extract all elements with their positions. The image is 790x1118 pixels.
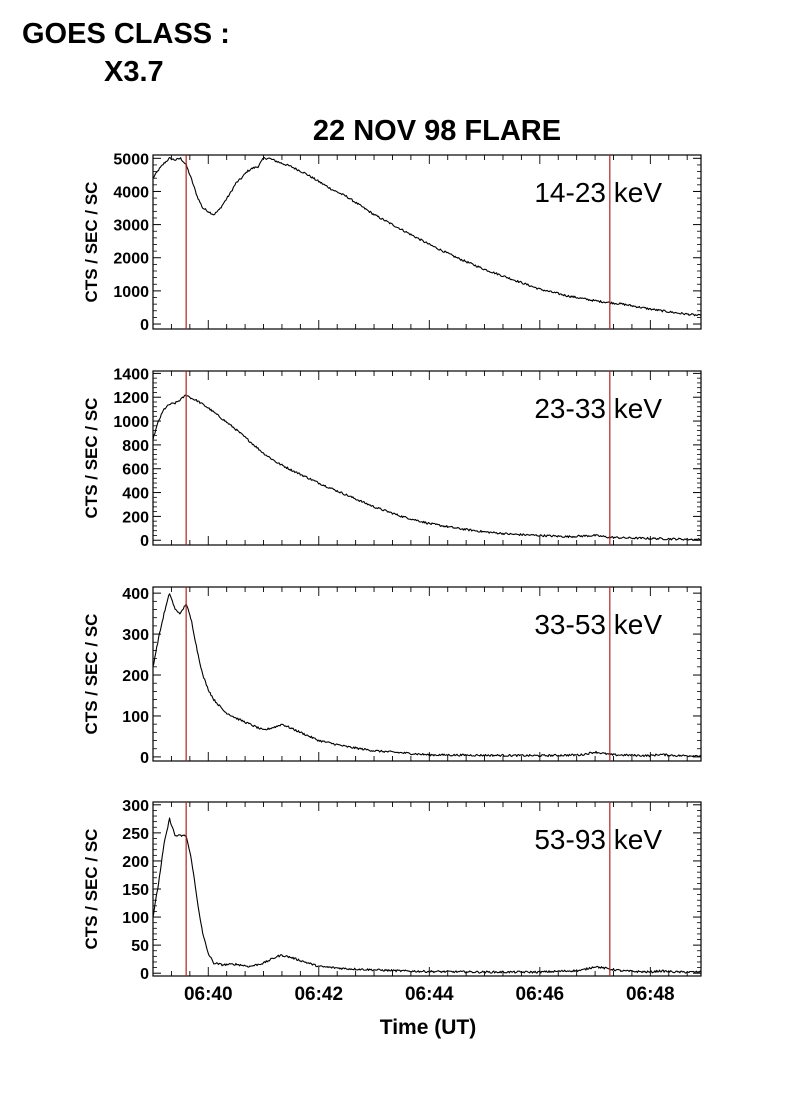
goes-class-value: X3.7 [104,56,164,88]
y-tick-label: 100 [122,709,149,726]
y-tick-label: 1200 [113,390,149,407]
y-tick-label: 0 [140,533,149,550]
y-tick-label: 200 [122,668,149,685]
y-tick-label: 150 [122,882,149,899]
y-tick-label: 400 [122,586,149,603]
y-tick-label: 400 [122,486,149,503]
panel-4: 0 50 100 150 200 250 300 06:40 06:42 06:44 06:46 06… [82,798,702,1005]
panel-1: 0 1000 2000 3000 4000 5000 CTS / SEC / SC 14-23… [82,151,702,334]
y-tick-label: 0 [140,317,149,334]
energy-band-label: 23-33 keV [534,393,662,424]
panel-frame [152,586,702,762]
panel-frame [152,154,702,330]
y-axis-label: CTS / SEC / SC [82,829,101,950]
energy-band-label: 14-23 keV [534,177,662,208]
goes-class-label: GOES CLASS : [22,18,230,50]
y-axis-label: CTS / SEC / SC [82,182,101,303]
y-tick-label: 1400 [113,366,149,383]
panel-2: 0 200 400 600 800 1000 1200 1400 CTS / SEC / SC 2… [82,366,702,550]
y-tick-label: 300 [122,627,149,644]
y-tick-label: 5000 [113,151,149,168]
y-tick-label: 600 [122,462,149,479]
energy-band-label: 53-93 keV [534,824,662,855]
x-tick-label: 06:40 [184,984,233,1005]
y-tick-label: 300 [122,798,149,815]
x-tick-label: 06:42 [294,984,343,1005]
y-tick-label: 50 [131,938,149,955]
x-axis-label: Time (UT) [380,1016,476,1039]
y-tick-label: 2000 [113,251,149,268]
x-tick-label: 06:48 [626,984,675,1005]
y-tick-label: 0 [140,966,149,983]
panel-3: 0 100 200 300 400 CTS / SEC / SC 33-53 keV [82,586,702,767]
y-tick-label: 200 [122,854,149,871]
y-tick-label: 200 [122,509,149,526]
y-axis-label: CTS / SEC / SC [82,614,101,735]
chart-title: 22 NOV 98 FLARE [313,115,561,147]
panel-frame [152,370,702,546]
y-axis-label: CTS / SEC / SC [82,398,101,519]
y-tick-label: 800 [122,438,149,455]
y-tick-label: 250 [122,826,149,843]
x-tick-label: 06:46 [516,984,565,1005]
y-tick-label: 3000 [113,218,149,235]
energy-band-label: 33-53 keV [534,609,662,640]
y-tick-label: 0 [140,750,149,767]
y-tick-label: 1000 [113,414,149,431]
y-tick-label: 4000 [113,184,149,201]
x-tick-label: 06:44 [405,984,454,1005]
y-tick-label: 100 [122,910,149,927]
y-tick-label: 1000 [113,284,149,301]
